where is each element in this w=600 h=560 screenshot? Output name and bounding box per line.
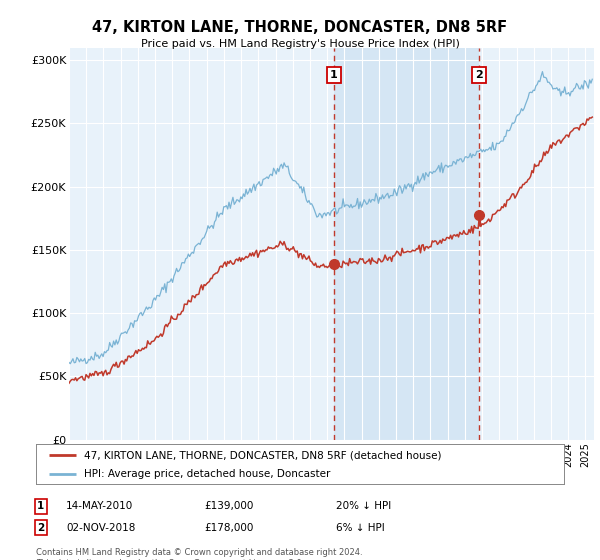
Text: £178,000: £178,000 <box>204 522 253 533</box>
Text: £139,000: £139,000 <box>204 501 253 511</box>
Text: 14-MAY-2010: 14-MAY-2010 <box>66 501 133 511</box>
Text: Contains HM Land Registry data © Crown copyright and database right 2024.
This d: Contains HM Land Registry data © Crown c… <box>36 548 362 560</box>
Text: 6% ↓ HPI: 6% ↓ HPI <box>336 522 385 533</box>
Text: Price paid vs. HM Land Registry's House Price Index (HPI): Price paid vs. HM Land Registry's House … <box>140 39 460 49</box>
Text: 2: 2 <box>37 522 44 533</box>
Text: 20% ↓ HPI: 20% ↓ HPI <box>336 501 391 511</box>
Text: 02-NOV-2018: 02-NOV-2018 <box>66 522 136 533</box>
Text: HPI: Average price, detached house, Doncaster: HPI: Average price, detached house, Donc… <box>83 469 330 479</box>
Bar <box>334 48 479 440</box>
Text: 2: 2 <box>475 70 483 80</box>
Text: 1: 1 <box>37 501 44 511</box>
Text: 47, KIRTON LANE, THORNE, DONCASTER, DN8 5RF (detached house): 47, KIRTON LANE, THORNE, DONCASTER, DN8 … <box>83 450 441 460</box>
Text: 47, KIRTON LANE, THORNE, DONCASTER, DN8 5RF: 47, KIRTON LANE, THORNE, DONCASTER, DN8 … <box>92 20 508 35</box>
Text: 1: 1 <box>329 70 337 80</box>
